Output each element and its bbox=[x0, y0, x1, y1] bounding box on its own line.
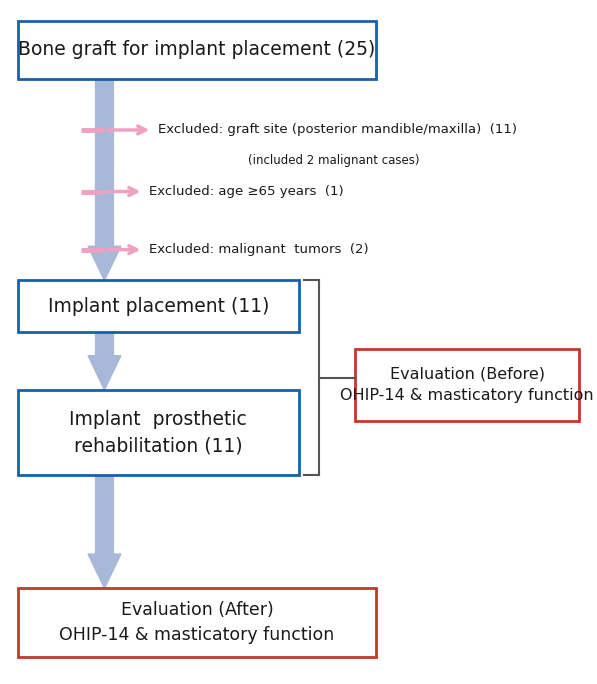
Polygon shape bbox=[88, 475, 121, 588]
Text: Implant placement (11): Implant placement (11) bbox=[48, 297, 269, 315]
Text: Excluded: graft site (posterior mandible/maxilla)  (11): Excluded: graft site (posterior mandible… bbox=[158, 123, 517, 137]
Text: Evaluation (After)
OHIP-14 & masticatory function: Evaluation (After) OHIP-14 & masticatory… bbox=[59, 601, 335, 644]
Text: Evaluation (Before)
OHIP-14 & masticatory function: Evaluation (Before) OHIP-14 & masticator… bbox=[340, 367, 594, 403]
Text: Bone graft for implant placement (25): Bone graft for implant placement (25) bbox=[19, 40, 376, 59]
Polygon shape bbox=[88, 332, 121, 390]
Text: Excluded: age ≥65 years  (1): Excluded: age ≥65 years (1) bbox=[149, 185, 344, 198]
FancyBboxPatch shape bbox=[18, 390, 298, 475]
FancyBboxPatch shape bbox=[355, 349, 579, 421]
FancyBboxPatch shape bbox=[18, 588, 376, 657]
Polygon shape bbox=[88, 79, 121, 280]
Text: Implant  prosthetic
rehabilitation (11): Implant prosthetic rehabilitation (11) bbox=[69, 410, 247, 456]
Text: Excluded: malignant  tumors  (2): Excluded: malignant tumors (2) bbox=[149, 243, 369, 256]
Text: (included 2 malignant cases): (included 2 malignant cases) bbox=[248, 154, 419, 168]
FancyBboxPatch shape bbox=[18, 21, 376, 79]
FancyBboxPatch shape bbox=[18, 280, 298, 332]
